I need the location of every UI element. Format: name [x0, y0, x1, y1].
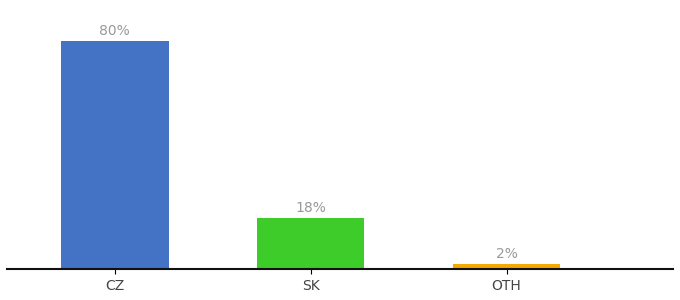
- Bar: [61, 41, 169, 269]
- Bar: [257, 218, 364, 269]
- Text: 18%: 18%: [295, 201, 326, 215]
- Bar: [453, 264, 560, 269]
- Text: 80%: 80%: [99, 24, 130, 38]
- Text: 2%: 2%: [496, 247, 517, 261]
